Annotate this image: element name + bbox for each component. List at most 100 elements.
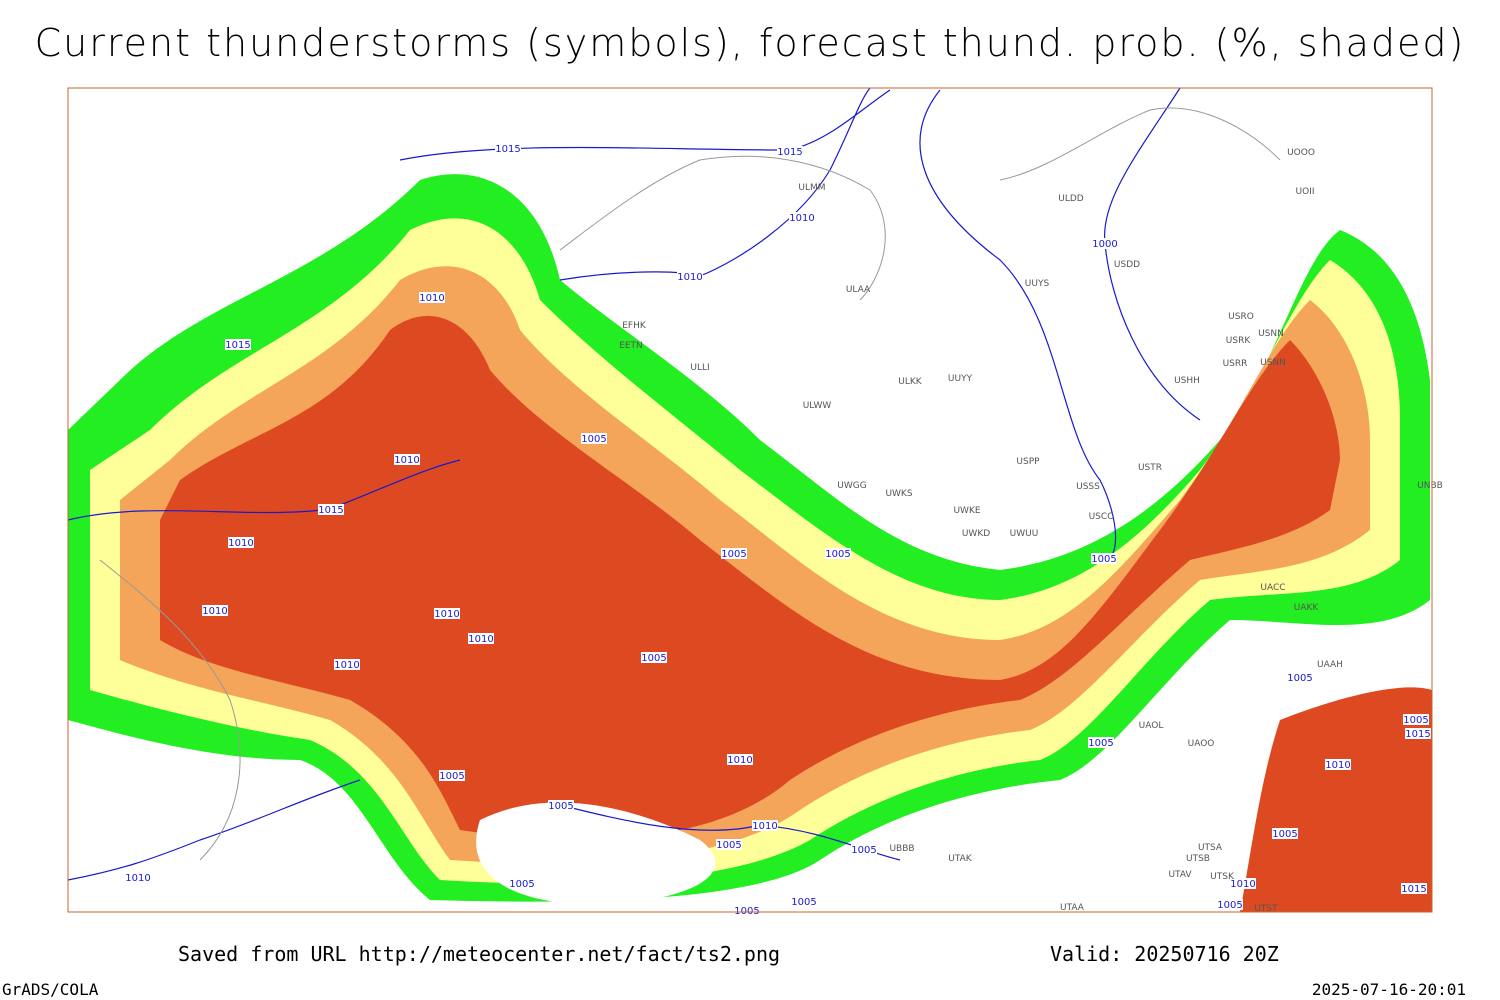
isobar-label: 1000 xyxy=(1092,239,1117,250)
station-label: USRK xyxy=(1226,336,1252,346)
isobar-label-bg xyxy=(318,504,344,515)
isobar-label: 1010 xyxy=(419,293,444,304)
station-label: UAKK xyxy=(1294,603,1320,613)
station-label: EFHK xyxy=(622,321,647,331)
station-label: ULLI xyxy=(690,363,709,373)
gap xyxy=(476,802,716,905)
station-label: UWGG xyxy=(837,481,866,491)
station-label: UTSK xyxy=(1210,872,1235,882)
station-label: ULWW xyxy=(803,401,832,411)
station-label: USRO xyxy=(1228,312,1254,322)
station-label: UUYY xyxy=(948,374,973,384)
isobar-label-bg xyxy=(468,633,494,644)
station-label: UWKS xyxy=(885,489,912,499)
isobar-label-bg xyxy=(1092,238,1118,249)
isobar-label-bg xyxy=(495,143,521,154)
isobar-label-bg xyxy=(752,820,778,831)
isobar-label: 1010 xyxy=(125,873,150,884)
title: Current thunderstorms (symbols), forecas… xyxy=(35,21,1466,65)
isobar-label-bg xyxy=(225,339,251,350)
isobar-label: 1005 xyxy=(641,653,666,664)
isobar-label-bg xyxy=(434,608,460,619)
isobar-label: 1005 xyxy=(439,771,464,782)
station-label: UACC xyxy=(1260,583,1285,593)
station-label: UWKD xyxy=(962,529,990,539)
isobar-label: 1005 xyxy=(1272,829,1297,840)
isobar-label: 1005 xyxy=(721,549,746,560)
station-label: UUYS xyxy=(1025,279,1050,289)
isobar-label: 1005 xyxy=(716,840,741,851)
station-label: UAAH xyxy=(1317,660,1343,670)
isobar-label: 1005 xyxy=(1287,673,1312,684)
isobar-label: 1005 xyxy=(509,879,534,890)
isobar-label-bg xyxy=(734,905,760,916)
isobar-label: 1005 xyxy=(851,845,876,856)
isobar-line xyxy=(559,87,871,281)
isobar-label-bg xyxy=(1287,672,1313,683)
isobar-label-bg xyxy=(1272,828,1298,839)
isobar-label-bg xyxy=(394,454,420,465)
station-label: ULDD xyxy=(1058,194,1084,204)
isobar-label-bg xyxy=(419,292,445,303)
isobar-label: 1010 xyxy=(789,213,814,224)
isobar-label: 1005 xyxy=(1403,715,1428,726)
isobar-label: 1010 xyxy=(727,755,752,766)
station-labels: ULMM ULDD UOOO UOII USDD ULAA UUYS EFHK EETN ULLI… xyxy=(619,148,1443,914)
coastlines xyxy=(99,107,1281,861)
prob-red-se xyxy=(1240,687,1432,912)
station-label: UOII xyxy=(1296,187,1315,197)
isobar-label-bg xyxy=(825,548,851,559)
coast xyxy=(99,559,241,861)
map-border xyxy=(67,87,1433,913)
isobar-label: 1005 xyxy=(825,549,850,560)
isobar-label-bg xyxy=(851,844,877,855)
isobar-label: 1005 xyxy=(791,897,816,908)
station-label: UNBB xyxy=(1417,481,1443,491)
station-label: USTR xyxy=(1138,463,1162,473)
isobar-label: 1015 xyxy=(318,505,343,516)
isobar-line xyxy=(67,779,361,881)
isobar-label-bg xyxy=(1401,883,1427,894)
station-label: USSS xyxy=(1076,482,1100,492)
station-label: USDD xyxy=(1114,260,1140,270)
software: GrADS/COLA xyxy=(2,980,99,999)
station-label: UWUU xyxy=(1010,529,1039,539)
station-label: UTST xyxy=(1254,904,1278,914)
isobar-label: 1010 xyxy=(468,634,493,645)
isobar-label: 1010 xyxy=(434,609,459,620)
station-label: UWKE xyxy=(953,506,980,516)
isobar-label-bg xyxy=(789,212,815,223)
isobar-label-bg xyxy=(1230,878,1256,889)
isobar-label-bg xyxy=(721,548,747,559)
valid-time: Valid: 20250716 20Z xyxy=(1050,942,1279,966)
station-label: UTAV xyxy=(1168,870,1192,880)
isobar-line xyxy=(67,459,461,521)
isobar-label: 1010 xyxy=(202,606,227,617)
isobar-label-bg xyxy=(439,770,465,781)
station-label: UTSA xyxy=(1198,843,1223,853)
isobar-label: 1015 xyxy=(777,147,802,158)
station-label: UOOO xyxy=(1287,148,1315,158)
isobar-label: 1015 xyxy=(1405,729,1430,740)
isobar-line xyxy=(919,89,1117,561)
isobar-label-bg xyxy=(1325,759,1351,770)
station-label: UBBB xyxy=(889,844,914,854)
isobar-label-bg xyxy=(1403,714,1429,725)
station-label: USRR xyxy=(1223,359,1248,369)
station-label: USHH xyxy=(1174,376,1200,386)
station-label: ULMM xyxy=(798,183,825,193)
isobar-label-bg xyxy=(548,800,574,811)
station-label: ULAA xyxy=(846,285,871,295)
coast xyxy=(559,155,886,301)
isobar-label-bg xyxy=(677,271,703,282)
station-label: USNN xyxy=(1258,329,1284,339)
isobar-label-bg xyxy=(1088,737,1114,748)
prob-red xyxy=(160,315,1340,840)
isobar-label: 1005 xyxy=(1217,900,1242,911)
isobar-line xyxy=(399,89,891,161)
source-url: Saved from URL http://meteocenter.net/fa… xyxy=(178,942,780,966)
station-label: USCC xyxy=(1089,512,1114,522)
isobar-label-bg xyxy=(509,878,535,889)
